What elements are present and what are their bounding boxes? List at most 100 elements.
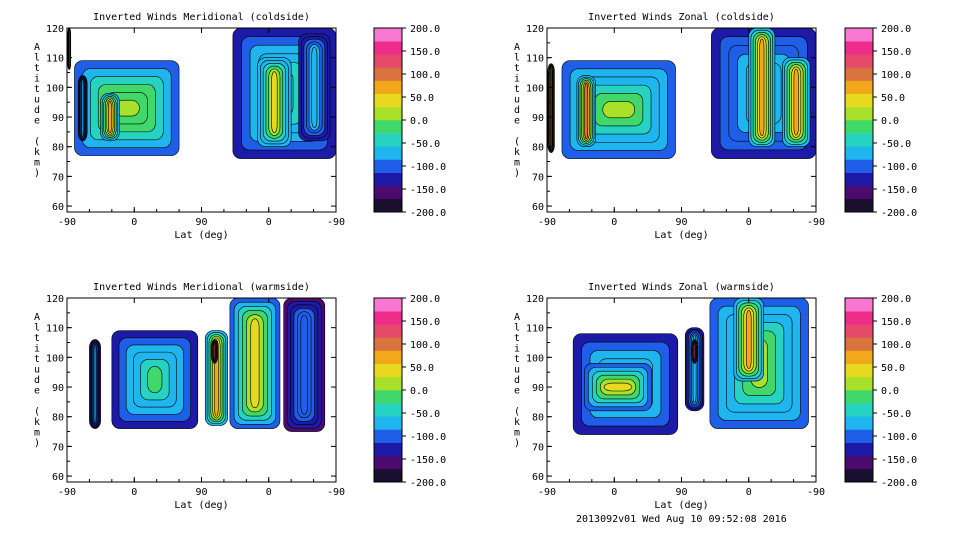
contour-band: [550, 66, 552, 151]
contour-band: [250, 318, 260, 409]
colorbar-tick-label: -50.0: [410, 139, 440, 150]
contour-band: [693, 342, 696, 361]
x-tick-label: 0: [746, 217, 752, 228]
contour-band: [81, 78, 84, 138]
colorbar: 200.0 150.0 100.0 50.0 0.0 -50.0 -100.0 -150.0 -…: [844, 294, 917, 489]
colorbar-tick-label: -100.0: [881, 162, 917, 173]
colorbar-segment: [374, 93, 402, 108]
colorbar-segment: [845, 324, 873, 338]
chart-panel-4: Inverted Winds Zonal (warmside) -90 0 90 0 -9…: [514, 282, 917, 511]
colorbar-segment: [374, 54, 402, 68]
colorbar-segment: [374, 120, 402, 134]
y-tick-label: 100: [526, 353, 544, 364]
x-tick-label: 0: [131, 217, 137, 228]
colorbar-segment: [845, 146, 873, 160]
colorbar-segment: [374, 429, 402, 443]
colorbar-segment: [374, 146, 402, 160]
colorbar-tick-label: -100.0: [881, 432, 917, 443]
y-tick-label: 70: [532, 172, 544, 183]
colorbar-segment: [374, 468, 402, 483]
colorbar-tick-label: 200.0: [881, 24, 911, 35]
colorbar-tick-label: -100.0: [410, 162, 446, 173]
chart-title: Inverted Winds Meridional (warmside): [93, 282, 310, 293]
y-tick-label: 110: [46, 324, 64, 335]
colorbar-segment: [845, 455, 873, 470]
colorbar-tick-label: 0.0: [881, 116, 899, 127]
y-tick-label: 110: [526, 324, 544, 335]
x-tick-label: 90: [195, 217, 207, 228]
y-tick-label: 120: [46, 24, 64, 35]
colorbar-tick-label: 200.0: [410, 294, 440, 305]
colorbar-tick-label: 100.0: [881, 340, 911, 351]
colorbar-tick-label: 100.0: [410, 70, 440, 81]
contour-band: [603, 382, 633, 392]
colorbar-segment: [374, 133, 402, 147]
chart-title: Inverted Winds Meridional (coldside): [93, 12, 310, 23]
x-tick-label: -90: [58, 487, 76, 498]
colorbar-tick-label: 0.0: [410, 116, 428, 127]
colorbar-segment: [845, 442, 873, 457]
y-tick-label: 100: [46, 353, 64, 364]
colorbar-segment: [374, 455, 402, 470]
y-tick-label: 120: [526, 294, 544, 305]
y-tick-label: 90: [532, 113, 544, 124]
colorbar-segment: [374, 198, 402, 213]
contour-field: [67, 28, 336, 159]
x-tick-label: 0: [746, 487, 752, 498]
contour-band: [68, 28, 71, 69]
colorbar-segment: [374, 416, 402, 430]
colorbar-segment: [845, 337, 873, 351]
y-tick-label: 60: [532, 472, 544, 483]
colorbar-segment: [374, 350, 402, 365]
colorbar-segment: [374, 363, 402, 378]
colorbar-tick-label: -150.0: [410, 455, 446, 466]
colorbar-tick-label: 200.0: [881, 294, 911, 305]
y-tick-label: 110: [526, 54, 544, 65]
colorbar-tick-label: 150.0: [881, 47, 911, 58]
contour-band: [311, 46, 318, 128]
x-tick-label: -90: [538, 487, 556, 498]
y-tick-label: 70: [52, 442, 64, 453]
colorbar-segment: [374, 324, 402, 338]
colorbar-segment: [845, 80, 873, 95]
colorbar-segment: [845, 311, 873, 325]
colorbar-segment: [374, 390, 402, 404]
y-tick-label: 80: [532, 413, 544, 424]
contour-band: [584, 82, 589, 140]
x-tick-label: 90: [675, 217, 687, 228]
colorbar-segment: [845, 133, 873, 147]
colorbar-segment: [845, 185, 873, 200]
colorbar-segment: [845, 403, 873, 417]
colorbar-tick-label: -150.0: [881, 455, 917, 466]
colorbar-segment: [845, 120, 873, 134]
colorbar-segment: [845, 363, 873, 378]
chart-panel-2: Inverted Winds Zonal (coldside) -90 0 90 0 -9…: [514, 12, 917, 241]
contour-band: [147, 366, 163, 394]
colorbar-segment: [374, 337, 402, 351]
colorbar: 200.0 150.0 100.0 50.0 0.0 -50.0 -100.0 -150.0 -…: [373, 24, 446, 219]
chart-title: Inverted Winds Zonal (warmside): [588, 282, 775, 293]
x-tick-label: -90: [327, 217, 345, 228]
colorbar-segment: [845, 28, 873, 42]
colorbar-tick-label: 100.0: [410, 340, 440, 351]
x-tick-label: 0: [611, 487, 617, 498]
colorbar-segment: [845, 376, 873, 391]
y-tick-label: 60: [52, 472, 64, 483]
colorbar-segment: [845, 429, 873, 443]
y-tick-label: 80: [532, 143, 544, 154]
x-tick-label: -90: [807, 217, 825, 228]
colorbar-tick-label: 150.0: [881, 317, 911, 328]
colorbar-segment: [845, 198, 873, 213]
colorbar-tick-label: 50.0: [881, 363, 905, 374]
colorbar-segment: [374, 67, 402, 81]
contour-band: [93, 343, 97, 425]
colorbar-tick-label: 0.0: [410, 386, 428, 397]
colorbar-segment: [845, 54, 873, 68]
x-tick-label: 0: [266, 217, 272, 228]
colorbar-tick-label: -50.0: [881, 409, 911, 420]
colorbar-segment: [374, 106, 402, 121]
colorbar-segment: [845, 106, 873, 121]
colorbar-tick-label: -150.0: [881, 185, 917, 196]
